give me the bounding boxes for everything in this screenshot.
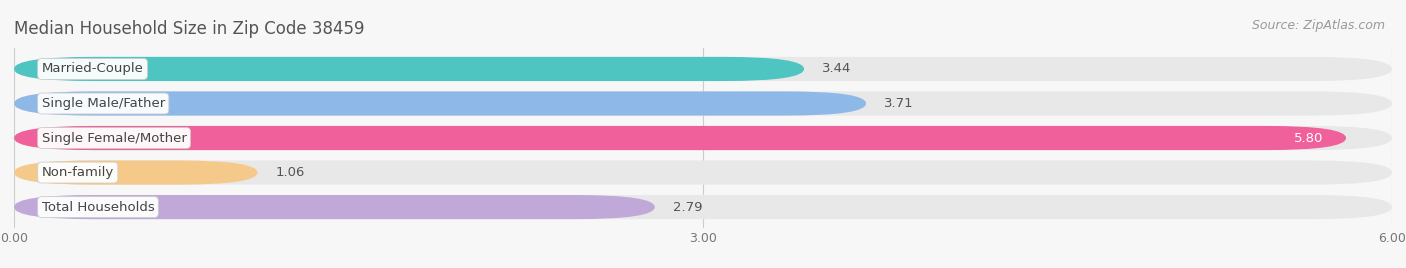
Text: 1.06: 1.06	[276, 166, 305, 179]
Text: Single Male/Father: Single Male/Father	[42, 97, 165, 110]
Text: Median Household Size in Zip Code 38459: Median Household Size in Zip Code 38459	[14, 20, 364, 38]
FancyBboxPatch shape	[14, 57, 1392, 81]
FancyBboxPatch shape	[14, 57, 804, 81]
FancyBboxPatch shape	[14, 91, 866, 116]
FancyBboxPatch shape	[14, 195, 655, 219]
Text: 2.79: 2.79	[673, 200, 703, 214]
Text: Total Households: Total Households	[42, 200, 155, 214]
Text: 5.80: 5.80	[1294, 132, 1323, 144]
FancyBboxPatch shape	[14, 91, 1392, 116]
Text: 3.44: 3.44	[823, 62, 852, 76]
Text: 3.71: 3.71	[884, 97, 914, 110]
FancyBboxPatch shape	[14, 195, 1392, 219]
Text: Non-family: Non-family	[42, 166, 114, 179]
Text: Single Female/Mother: Single Female/Mother	[42, 132, 187, 144]
FancyBboxPatch shape	[14, 161, 257, 185]
Text: Source: ZipAtlas.com: Source: ZipAtlas.com	[1251, 19, 1385, 32]
FancyBboxPatch shape	[14, 126, 1346, 150]
FancyBboxPatch shape	[14, 161, 1392, 185]
FancyBboxPatch shape	[14, 126, 1392, 150]
Text: Married-Couple: Married-Couple	[42, 62, 143, 76]
